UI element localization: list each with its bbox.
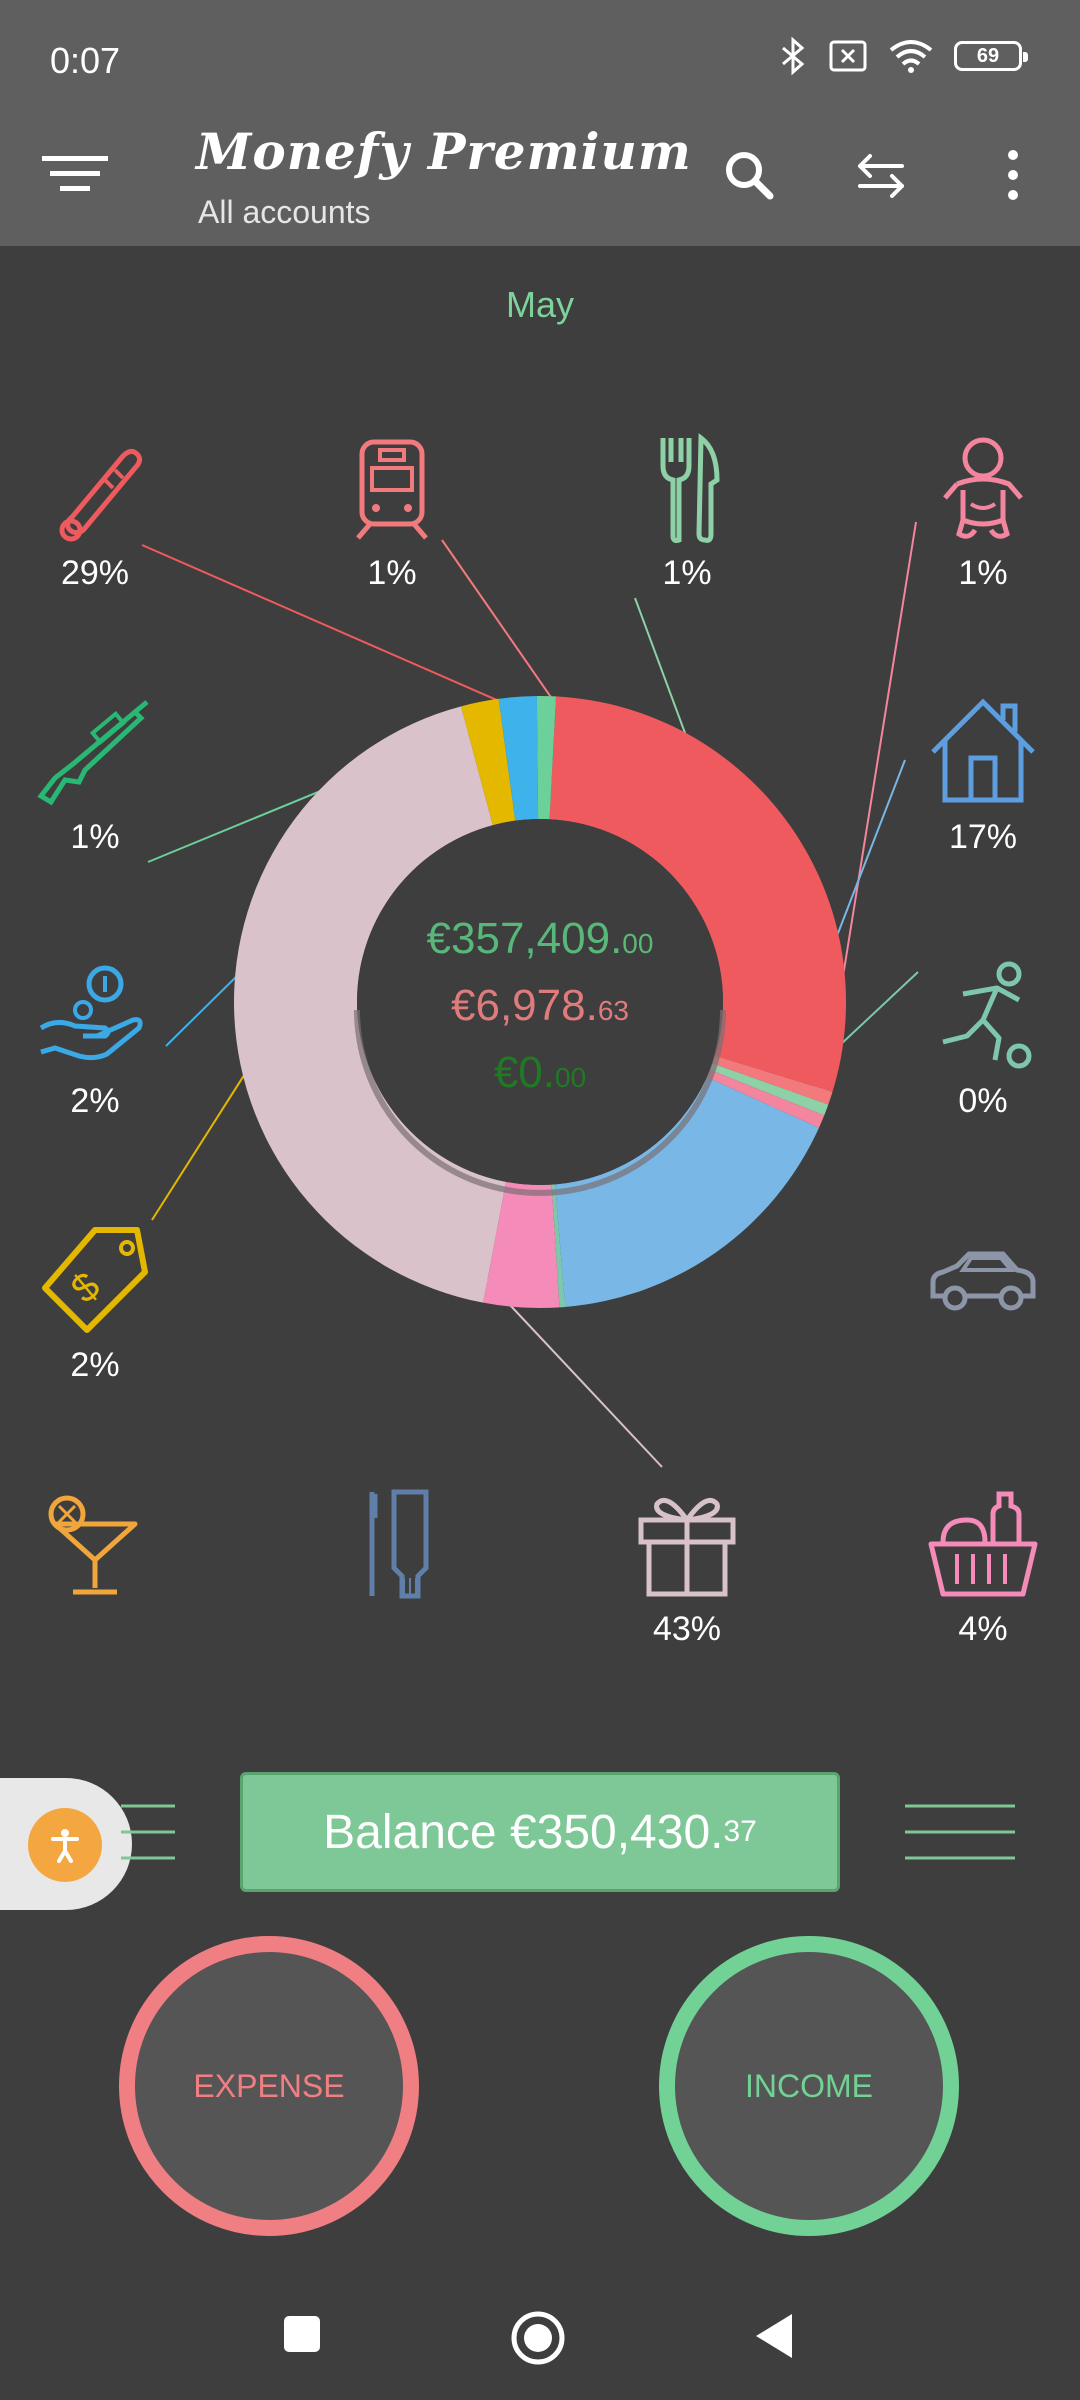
chart-slice-price-tag[interactable] — [461, 698, 516, 826]
bluetooth-icon — [782, 36, 805, 76]
app-title: Monefy Premium — [196, 122, 692, 181]
category-health[interactable]: 29% — [20, 428, 170, 628]
category-savings[interactable]: 2% — [20, 956, 170, 1156]
accessibility-button[interactable] — [28, 1808, 102, 1882]
category-percent: 1% — [367, 554, 417, 592]
status-time: 0:07 — [50, 40, 121, 81]
app-bar: Monefy Premium All accounts — [0, 120, 1080, 246]
thermometer-icon — [59, 448, 143, 542]
category-percent: 17% — [948, 818, 1018, 856]
category-car[interactable] — [908, 1220, 1058, 1420]
chart-slice-sports[interactable] — [551, 1184, 566, 1308]
account-selector[interactable]: All accounts — [198, 194, 371, 230]
battery-indicator: 69 — [954, 41, 1028, 71]
chart-slice-hunting[interactable] — [536, 696, 557, 820]
toothbrush-icon — [369, 1489, 429, 1599]
coin-hand-icon — [39, 965, 143, 1061]
fork-knife-icon — [660, 433, 720, 543]
recents-icon[interactable] — [282, 2314, 322, 2354]
category-percent: 4% — [958, 1610, 1008, 1648]
chart-hole — [357, 819, 723, 1185]
car-icon — [930, 1251, 1036, 1311]
category-percent: 0% — [958, 1082, 1008, 1120]
category-percent: 2% — [70, 1082, 120, 1120]
chart-slice-baby[interactable] — [706, 1069, 825, 1128]
transfer-icon[interactable] — [846, 140, 916, 210]
accessibility-icon — [51, 1829, 79, 1863]
back-icon[interactable] — [752, 2312, 796, 2360]
chart-slice-eating-out[interactable] — [709, 1063, 829, 1116]
category-transport[interactable]: 1% — [317, 428, 467, 628]
house-icon — [931, 698, 1035, 803]
chart-slice-food[interactable] — [483, 1181, 560, 1308]
system-nav-bar — [0, 2260, 1080, 2400]
category-food[interactable]: 4% — [908, 1484, 1058, 1684]
category-price-tag[interactable]: $ 2% — [20, 1220, 170, 1420]
chart-slice-health[interactable] — [549, 696, 847, 1092]
svg-text:$: $ — [63, 1264, 108, 1312]
chart-slice-house[interactable] — [555, 1077, 819, 1307]
wifi-icon — [889, 40, 933, 73]
baby-icon — [943, 437, 1023, 539]
category-baby[interactable]: 1% — [908, 428, 1058, 628]
home-icon[interactable] — [510, 2310, 566, 2366]
period-balance-total: €0.00 — [493, 1048, 587, 1097]
income-total: €357,409.00 — [426, 914, 654, 963]
category-percent: 1% — [662, 554, 712, 592]
search-icon[interactable] — [714, 140, 784, 210]
category-eating-out[interactable]: 1% — [612, 428, 762, 628]
expense-total: €6,978.63 — [451, 981, 629, 1030]
chart-slice-gifts[interactable] — [233, 706, 506, 1303]
income-button[interactable]: INCOME — [659, 1936, 959, 2236]
expense-donut-chart[interactable] — [0, 246, 1080, 1746]
balance-bar[interactable]: Balance €350,430. 37 — [240, 1772, 840, 1892]
right-drawer-handle-icon[interactable] — [905, 1802, 1015, 1862]
category-house[interactable]: 17% — [908, 692, 1058, 892]
chart-slices — [233, 696, 847, 1308]
category-percent: 29% — [60, 554, 130, 592]
more-options-icon[interactable] — [978, 140, 1048, 210]
category-gifts[interactable]: 43% — [612, 1484, 762, 1684]
category-toiletry[interactable] — [317, 1484, 467, 1684]
category-entertainment[interactable] — [20, 1484, 170, 1684]
month-label[interactable]: May — [505, 284, 574, 325]
price-tag-icon: $ — [42, 1227, 148, 1333]
chart-slice-transport[interactable] — [712, 1055, 833, 1105]
category-hunting[interactable]: 1% — [20, 692, 170, 892]
category-sports[interactable]: 0% — [908, 956, 1058, 1156]
left-drawer-handle-icon[interactable] — [65, 1802, 175, 1862]
category-percent: 1% — [70, 818, 120, 856]
category-percent: 2% — [70, 1346, 120, 1384]
soccer-player-icon — [942, 961, 1032, 1069]
no-sim-icon — [829, 40, 867, 72]
status-bar: 0:07 69 — [0, 0, 1080, 120]
chart-slice-savings[interactable] — [498, 696, 539, 821]
gift-icon — [638, 1498, 736, 1597]
expense-button[interactable]: EXPENSE — [119, 1936, 419, 2236]
category-percent: 1% — [958, 554, 1008, 592]
status-icons: 69 — [778, 36, 1028, 76]
cocktail-icon — [48, 1495, 138, 1595]
category-percent: 43% — [652, 1610, 722, 1648]
train-icon — [356, 439, 428, 540]
chart-totals: €357,409.00 €6,978.63 €0.00 — [340, 908, 740, 1109]
grocery-basket-icon — [928, 1491, 1038, 1597]
rifle-icon — [37, 700, 149, 806]
filter-menu-icon[interactable] — [42, 146, 112, 206]
